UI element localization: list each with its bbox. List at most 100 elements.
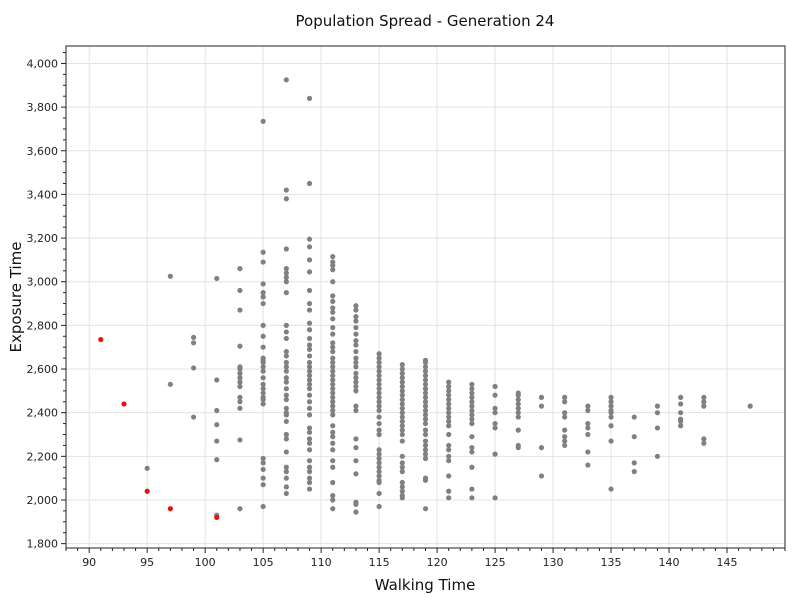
population-point xyxy=(283,412,289,418)
population-point xyxy=(585,425,591,431)
population-point xyxy=(631,460,637,466)
population-point xyxy=(306,475,313,481)
population-point xyxy=(422,364,429,370)
population-point xyxy=(260,396,266,403)
population-point xyxy=(260,381,266,387)
population-point xyxy=(399,431,405,438)
population-point xyxy=(422,372,429,379)
pareto_front-point xyxy=(214,514,220,521)
population-point xyxy=(469,416,475,422)
population-point xyxy=(283,279,289,285)
population-point xyxy=(306,372,313,379)
population-point xyxy=(376,464,382,470)
population-point xyxy=(701,394,707,400)
population-point xyxy=(492,410,498,416)
population-point xyxy=(585,407,591,414)
population-point xyxy=(562,427,568,433)
y-axis-label: Exposure Time xyxy=(7,242,25,353)
chart-title: Population Spread - Generation 24 xyxy=(296,12,555,30)
population-point xyxy=(330,293,336,299)
population-point xyxy=(283,431,289,438)
population-point xyxy=(306,436,313,442)
population-point xyxy=(306,364,313,370)
population-point xyxy=(422,386,429,392)
population-point xyxy=(260,475,266,481)
population-point xyxy=(446,458,452,464)
population-point xyxy=(353,501,359,507)
population-point xyxy=(260,290,266,296)
population-point xyxy=(330,331,336,337)
population-point xyxy=(353,471,359,477)
population-point xyxy=(654,453,661,459)
population-point xyxy=(306,405,313,411)
population-point xyxy=(399,495,405,501)
population-point xyxy=(306,479,313,486)
population-point xyxy=(330,348,336,355)
population-point xyxy=(422,368,429,374)
population-point xyxy=(214,377,220,383)
population-point xyxy=(283,379,289,385)
population-point xyxy=(353,388,359,394)
x-tick-label: 90 xyxy=(82,556,96,569)
population-point xyxy=(237,379,243,385)
population-point xyxy=(330,267,336,273)
axes: 90 95 100 105 110 115 120 125 130 135 140 145 1,800 2… xyxy=(27,52,786,569)
population-point xyxy=(399,392,405,398)
pareto_front-point xyxy=(167,506,173,512)
population-point xyxy=(376,407,382,414)
population-point xyxy=(306,359,313,366)
population-point xyxy=(283,290,289,296)
population-point xyxy=(353,314,359,320)
population-point xyxy=(376,390,382,396)
population-point xyxy=(353,331,359,337)
population-point xyxy=(376,490,382,497)
population-point xyxy=(283,396,289,403)
population-point xyxy=(283,196,289,202)
x-axis-label: Walking Time xyxy=(375,576,476,594)
population-point xyxy=(283,335,289,342)
population-point xyxy=(237,506,243,512)
population-point xyxy=(446,442,452,449)
population-point xyxy=(330,386,336,392)
population-point xyxy=(237,287,243,294)
population-point xyxy=(330,447,336,453)
population-point xyxy=(376,394,382,400)
population-point xyxy=(422,506,429,512)
x-tick-label: 105 xyxy=(253,556,274,569)
population-point xyxy=(330,298,336,304)
population-point xyxy=(260,390,266,396)
population-point xyxy=(306,458,313,464)
population-point xyxy=(538,445,545,451)
population-point xyxy=(678,418,684,425)
population-point xyxy=(330,372,336,379)
population-point xyxy=(492,495,498,501)
population-point xyxy=(399,370,405,376)
population-point xyxy=(306,425,313,431)
population-point xyxy=(446,392,452,398)
x-tick-label: 95 xyxy=(140,556,154,569)
population-point xyxy=(283,392,289,398)
population-point xyxy=(376,368,382,374)
population-point xyxy=(237,437,243,443)
population-point xyxy=(376,460,382,466)
y-tick-label: 2,800 xyxy=(27,319,59,332)
population-point xyxy=(399,469,405,475)
population-point xyxy=(654,425,661,431)
population-point xyxy=(283,270,289,276)
population-point xyxy=(562,442,568,449)
population-point xyxy=(306,429,313,435)
population-point xyxy=(353,324,359,331)
pareto_front-point xyxy=(98,336,104,343)
population-point xyxy=(469,390,475,396)
population-point xyxy=(399,484,405,490)
population-point xyxy=(353,509,359,515)
population-point xyxy=(283,274,289,280)
population-point xyxy=(446,396,452,403)
population-point xyxy=(422,394,429,400)
population-point xyxy=(283,348,289,355)
population-point xyxy=(353,355,359,361)
population-point xyxy=(376,364,382,370)
population-point xyxy=(422,442,429,449)
x-tick-label: 135 xyxy=(601,556,622,569)
